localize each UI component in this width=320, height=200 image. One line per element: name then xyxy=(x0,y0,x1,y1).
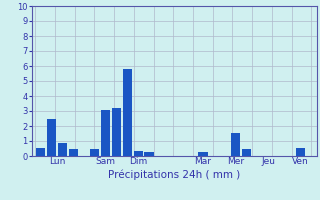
Bar xyxy=(47,118,56,156)
X-axis label: Précipitations 24h ( mm ): Précipitations 24h ( mm ) xyxy=(108,169,241,180)
Bar xyxy=(242,148,251,156)
Bar xyxy=(112,108,121,156)
Bar xyxy=(144,152,154,156)
Bar xyxy=(296,148,305,156)
Bar xyxy=(68,149,78,156)
Bar xyxy=(198,152,208,156)
Bar xyxy=(231,133,240,156)
Bar xyxy=(101,110,110,156)
Bar xyxy=(36,148,45,156)
Bar xyxy=(133,151,143,156)
Bar xyxy=(123,69,132,156)
Bar xyxy=(58,142,67,156)
Bar xyxy=(90,148,100,156)
